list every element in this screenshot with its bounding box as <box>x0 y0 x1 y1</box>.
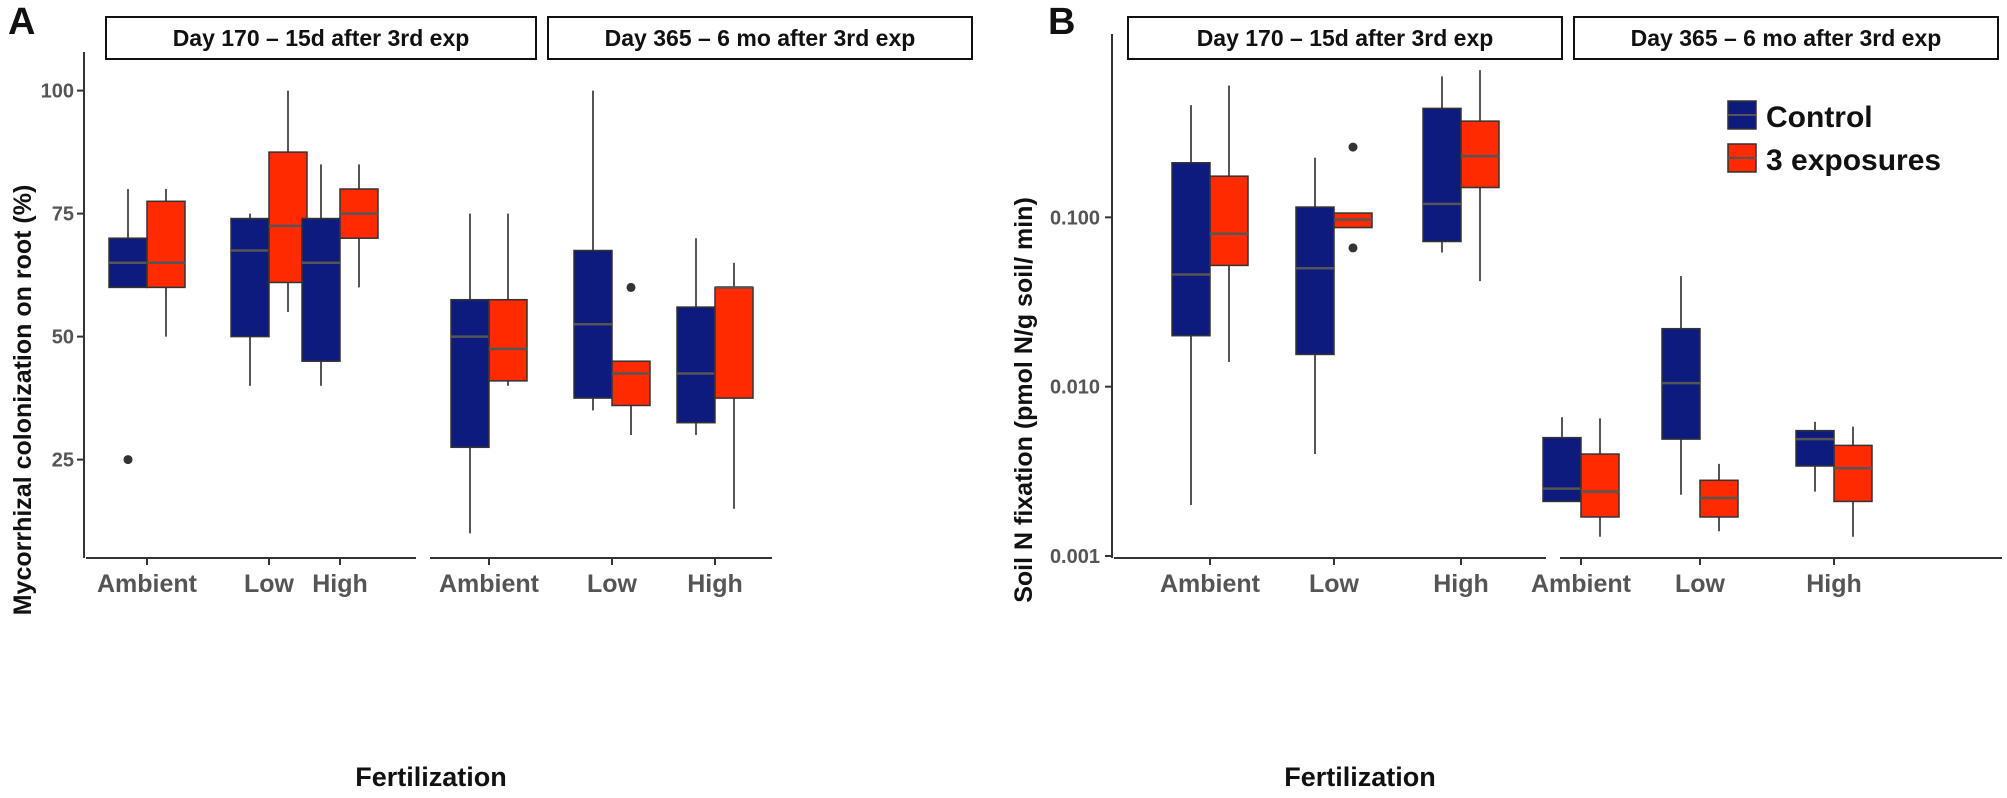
y-axis-title-a: Mycorrhizal colonization on root (%) <box>9 185 37 616</box>
box-a-1-ambient-control-outlier <box>123 455 133 465</box>
x-tick-label-b: Low <box>1675 570 1726 598</box>
x-tick-label-b: High <box>1433 570 1489 598</box>
y-tick-label-b: 0.100 <box>1050 207 1100 229</box>
box-b-1-ambient-control <box>1171 162 1211 337</box>
y-tick-label-a: 25 <box>52 450 74 472</box>
y-tick-label-b: 0.001 <box>1050 546 1100 568</box>
y-tick-label-a: 75 <box>52 204 74 226</box>
panel-label-b: B <box>1048 1 1075 43</box>
box-a-2-high-exposures <box>714 286 754 399</box>
y-tick-label-a: 100 <box>41 81 74 103</box>
x-tick-label-a: Low <box>244 570 295 598</box>
plot-area: 25 50 75 100 Ambient Low High Ambient Low High 0.0… <box>41 34 2002 598</box>
box-a-2-high-control <box>676 306 716 424</box>
box-a-1-ambient-exposures <box>146 200 186 289</box>
strip-label-a-1: Day 170 – 15d after 3rd exp <box>173 25 470 51</box>
legend-label-control: Control <box>1766 101 1873 134</box>
box-b-1-low-control <box>1295 206 1335 356</box>
strip-label-b-2: Day 365 – 6 mo after 3rd exp <box>1631 25 1942 51</box>
x-tick-label-a: Ambient <box>97 570 198 598</box>
x-tick-label-b: Low <box>1309 570 1360 598</box>
x-tick-label-a: Low <box>587 570 638 598</box>
x-axis-title-b: Fertilization <box>1284 762 1436 792</box>
box-b-1-high-control <box>1422 107 1462 243</box>
strip-box-b-2 <box>1573 16 1999 60</box>
y-tick-label-b: 0.010 <box>1050 377 1100 399</box>
panel-label-a: A <box>8 1 35 43</box>
x-tick-label-a: Ambient <box>439 570 540 598</box>
box-b-2-high-control <box>1795 429 1835 467</box>
x-tick-label-b: High <box>1806 570 1862 598</box>
legend-label-exposures: 3 exposures <box>1766 144 1941 177</box>
box-b-2-ambient-control <box>1542 436 1582 503</box>
x-tick-label-b: Ambient <box>1531 570 1632 598</box>
strip-box-a-2 <box>547 16 973 60</box>
box-a-2-low-exposures <box>611 360 651 407</box>
x-axis-title-a: Fertilization <box>355 762 507 792</box>
y-tick-label-a: 50 <box>52 327 74 349</box>
box-a-1-low-control <box>230 217 270 338</box>
box-b-2-high-exposures <box>1833 444 1873 503</box>
box-b-2-ambient-exposures <box>1580 453 1620 518</box>
box-a-1-low-exposures <box>268 151 308 284</box>
box-b-1-high-exposures <box>1460 120 1500 189</box>
box-b-1-low-exposures-outlier <box>1348 243 1358 253</box>
box-a-2-ambient-exposures <box>488 298 528 382</box>
box-b-1-low-exposures-outlier <box>1348 142 1358 152</box>
box-a-1-high-control <box>301 217 341 362</box>
x-tick-label-a: High <box>687 570 743 598</box>
box-b-1-ambient-exposures <box>1209 175 1249 267</box>
x-tick-label-a: High <box>312 570 368 598</box>
strip-box-a-1 <box>105 16 537 60</box>
strip-label-b-1: Day 170 – 15d after 3rd exp <box>1197 25 1494 51</box>
legend: Control 3 exposures <box>1727 100 1941 177</box>
strip-label-a-2: Day 365 – 6 mo after 3rd exp <box>605 25 916 51</box>
x-tick-label-b: Ambient <box>1160 570 1261 598</box>
box-a-2-ambient-control <box>450 298 490 449</box>
strip-box-b-1 <box>1127 16 1563 60</box>
box-a-2-low-exposures-outlier <box>626 282 636 292</box>
y-axis-title-b: Soil N fixation (pmol N/g soil/ min) <box>1010 197 1038 603</box>
